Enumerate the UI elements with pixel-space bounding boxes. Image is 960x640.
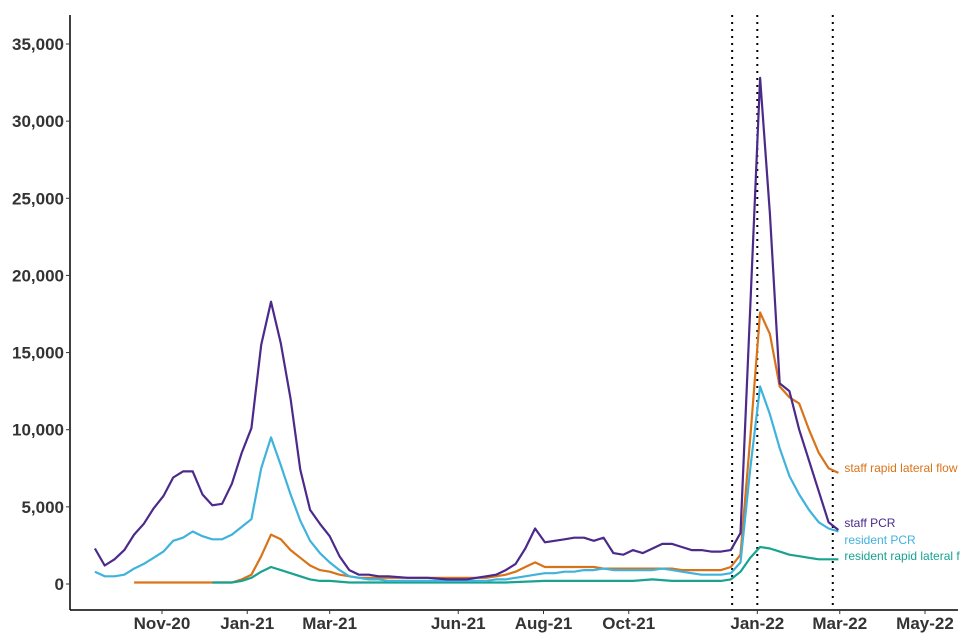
x-tick-label: Aug-21: [515, 614, 573, 633]
series-label: resident rapid lateral flow: [844, 549, 960, 563]
series-label: resident PCR: [844, 533, 916, 547]
series-labels: staff PCR resident PCR staff rapid lateral…: [844, 461, 960, 563]
axes: [69, 15, 958, 611]
vertical-marker-lines: [731, 15, 834, 610]
x-tick-label: Jan-22: [730, 614, 784, 633]
series-label: staff PCR: [844, 516, 895, 530]
x-tick-label: Jan-21: [220, 614, 274, 633]
series-line-staff-rapid-lateral-flow: [134, 311, 839, 584]
series-label: staff rapid lateral flow: [844, 461, 958, 475]
y-tick-label: 10,000: [12, 421, 64, 440]
y-tick-label: 35,000: [12, 35, 64, 54]
x-axis: Nov-20 Jan-21 Mar-21 Jun-21 Aug-21 Oct-21 Jan-…: [134, 610, 954, 633]
y-tick-label: 0: [55, 575, 64, 594]
y-tick-label: 15,000: [12, 344, 64, 363]
series-line-staff-PCR: [93, 76, 840, 581]
series-line-resident-rapid-lateral-flow: [212, 545, 839, 584]
y-tick-label: 20,000: [12, 266, 64, 285]
x-tick-label: Jun-21: [431, 614, 486, 633]
x-tick-label: Mar-21: [302, 614, 357, 633]
x-tick-label: May-22: [896, 614, 954, 633]
x-tick-label: Mar-22: [812, 614, 867, 633]
x-tick-label: Nov-20: [134, 614, 191, 633]
x-tick-label: Oct-21: [602, 614, 655, 633]
series-line-resident-PCR: [94, 385, 839, 583]
y-axis: 0 5,000 10,000 15,000 20,000 25,000 30,000 35,0…: [12, 35, 70, 594]
y-tick-label: 5,000: [21, 498, 64, 517]
y-tick-label: 30,000: [12, 112, 64, 131]
series-lines: [93, 76, 840, 584]
y-tick-label: 25,000: [12, 189, 64, 208]
